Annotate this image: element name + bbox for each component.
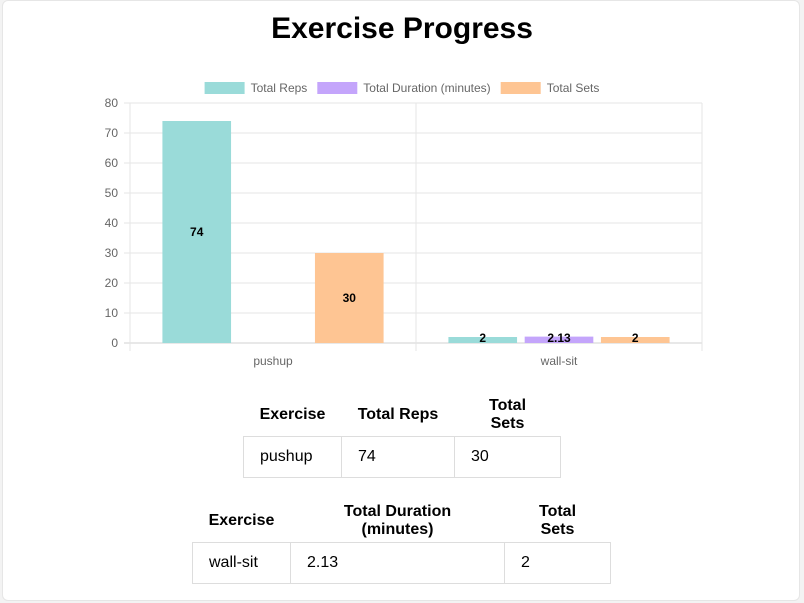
- table-row: wall-sit 2.13 2: [192, 542, 611, 584]
- table-cell: pushup: [243, 436, 342, 478]
- legend-swatch: [317, 82, 358, 94]
- table-row: pushup 74 30: [243, 436, 561, 478]
- table-header: Total Sets: [488, 397, 527, 432]
- bar: [314, 253, 384, 343]
- bar: [600, 337, 670, 343]
- table-cell: 2.13: [290, 542, 505, 584]
- bar: [448, 337, 518, 343]
- bar-chart: Total Reps Total Duration (minutes) Total …: [105, 81, 703, 368]
- y-tick-label: 40: [105, 216, 119, 230]
- bar: [524, 336, 594, 343]
- table-cell: wall-sit: [192, 542, 291, 584]
- table-header: Exercise: [259, 406, 326, 423]
- data-label: 74: [190, 225, 204, 239]
- wall-sit-summary-table: Exercise Total Duration (minutes) Total …: [192, 500, 611, 584]
- y-tick-label: 30: [105, 246, 119, 260]
- y-tick-label: 80: [105, 96, 119, 110]
- pushup-summary-table: Exercise Total Reps Total Sets pushup 74…: [243, 394, 561, 478]
- table-header: Total Sets: [538, 503, 577, 538]
- y-tick-label: 50: [105, 186, 119, 200]
- data-label: 30: [343, 291, 357, 305]
- legend-swatch: [204, 82, 245, 94]
- legend-label: Total Sets: [547, 81, 600, 95]
- table-header: Total Duration (minutes): [343, 503, 452, 538]
- data-label: 2: [479, 331, 486, 345]
- table-header: Total Reps: [357, 406, 439, 423]
- data-label: 2.13: [547, 331, 571, 345]
- table-cell: 30: [454, 436, 561, 478]
- legend-label: Total Duration (minutes): [363, 81, 490, 95]
- chart-bars: [162, 121, 670, 343]
- y-tick-label: 60: [105, 156, 119, 170]
- chart-axes: 0 10 20 30 40 50 60 70 80 pushup wall-sit: [105, 96, 578, 368]
- page-title: Exercise Progress: [271, 12, 533, 45]
- table-header-row: Exercise Total Duration (minutes) Total …: [193, 500, 611, 543]
- y-tick-label: 70: [105, 126, 119, 140]
- chart-legend: Total Reps Total Duration (minutes) Total …: [204, 81, 600, 95]
- y-tick-label: 0: [111, 336, 118, 350]
- legend-label: Total Reps: [251, 81, 308, 95]
- table-cell: 74: [341, 436, 455, 478]
- bar: [162, 121, 232, 343]
- table-header: Exercise: [208, 512, 275, 529]
- table-header-row: Exercise Total Reps Total Sets: [244, 394, 561, 437]
- x-tick-label: pushup: [253, 354, 293, 368]
- chart-data-labels: 74 30 2 2.13 2: [190, 225, 639, 345]
- x-tick-label: wall-sit: [540, 354, 578, 368]
- data-label: 2: [632, 331, 639, 345]
- y-tick-label: 10: [105, 306, 119, 320]
- table-cell: 2: [504, 542, 611, 584]
- legend-swatch: [500, 82, 541, 94]
- y-tick-label: 20: [105, 276, 119, 290]
